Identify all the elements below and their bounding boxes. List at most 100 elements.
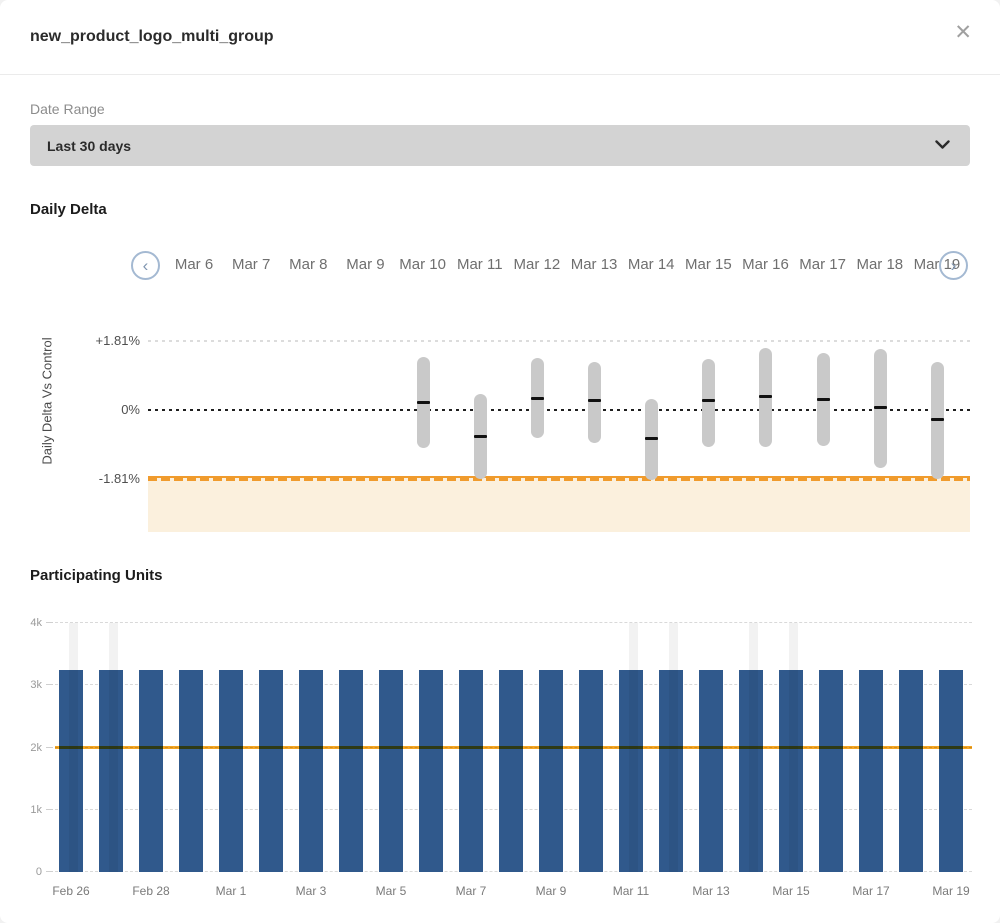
x-tick-label: Mar 1: [215, 884, 247, 898]
x-tick-label: Mar 13: [692, 884, 730, 898]
delta-mean-marker: [816, 397, 830, 401]
date-carousel: Mar 6 Mar 7 Mar 8 Mar 9 Mar 10 Mar 11 Mar 12 Ma…: [0, 249, 1000, 283]
delta-mean-marker: [702, 399, 716, 403]
nav-date[interactable]: Mar 13: [570, 256, 618, 273]
next-date-button[interactable]: ›: [939, 251, 968, 280]
x-tick-label: Feb 28: [132, 884, 170, 898]
daily-delta-title: Daily Delta: [30, 201, 107, 218]
units-bar[interactable]: [419, 669, 443, 872]
chevron-down-icon: [935, 137, 950, 155]
units-bar[interactable]: [259, 669, 283, 872]
units-bar[interactable]: [819, 669, 843, 872]
zero-gridline: [148, 409, 970, 411]
close-icon: ✕: [954, 21, 972, 44]
x-tick-label: Mar 7: [455, 884, 487, 898]
units-bar[interactable]: [899, 669, 923, 872]
delta-range-bar[interactable]: [702, 359, 716, 447]
gridline: [148, 340, 970, 342]
threshold-fill: [148, 480, 970, 532]
units-bar[interactable]: [379, 669, 403, 872]
x-tick-label: Mar 17: [852, 884, 890, 898]
units-bar[interactable]: [139, 669, 163, 872]
nav-date[interactable]: Mar 18: [856, 256, 904, 273]
participating-units-title: Participating Units: [30, 567, 163, 584]
delta-mean-marker: [645, 436, 659, 440]
units-bar[interactable]: [539, 669, 563, 872]
nav-date[interactable]: Mar 9: [346, 256, 385, 273]
units-bar[interactable]: [499, 669, 523, 872]
units-bar[interactable]: [939, 669, 963, 872]
x-tick-label: Mar 15: [772, 884, 810, 898]
x-tick-label: Mar 3: [295, 884, 327, 898]
threshold-line: [148, 475, 970, 481]
y-tick-mark: [46, 622, 53, 623]
units-bar[interactable]: [59, 669, 83, 872]
daily-delta-plot: [148, 325, 970, 532]
y-tick-mark: [46, 746, 53, 748]
nav-date[interactable]: Mar 8: [289, 256, 328, 273]
control-line: [55, 746, 972, 749]
delta-mean-marker: [416, 401, 430, 405]
x-tick-label: Feb 26: [52, 884, 90, 898]
delta-mean-marker: [759, 395, 773, 399]
chevron-right-icon: ›: [950, 255, 957, 275]
y-tick-mark: [46, 808, 53, 810]
nav-date[interactable]: Mar 16: [742, 256, 789, 273]
y-tick-label: 1k: [30, 803, 42, 816]
nav-date[interactable]: Mar 11: [456, 256, 503, 273]
units-bar[interactable]: [339, 669, 363, 872]
y-tick-label: 4k: [30, 617, 42, 629]
y-tick-label: 0%: [121, 402, 140, 417]
x-tick-label: Mar 5: [375, 884, 407, 898]
units-bar[interactable]: [219, 669, 243, 872]
x-tick-label: Mar 19: [932, 884, 970, 898]
daily-delta-chart: Daily Delta Vs Control +1.81% 0% -1.81%: [0, 325, 1000, 535]
delta-mean-marker: [530, 396, 544, 400]
nav-date[interactable]: Mar 6: [174, 256, 214, 273]
participating-units-chart: 0 1k 2k 3k 4k Feb 26 Feb 28 Mar 1 Mar 3 Mar 5 Mar…: [0, 617, 1000, 923]
y-tick-label: +1.81%: [95, 333, 140, 348]
units-bar[interactable]: [619, 669, 643, 872]
units-bar[interactable]: [459, 669, 483, 872]
chevron-left-icon: ‹: [142, 255, 149, 275]
units-bar[interactable]: [779, 669, 803, 872]
participating-units-plot: [55, 622, 972, 872]
x-tick-label: Mar 11: [612, 884, 650, 898]
units-bar[interactable]: [699, 669, 723, 872]
y-tick-label: 0: [35, 866, 42, 878]
nav-date[interactable]: Mar 10: [399, 256, 446, 273]
delta-range-bar[interactable]: [587, 361, 601, 444]
y-tick-label: -1.81%: [98, 470, 140, 486]
date-range-label: Date Range: [30, 101, 105, 117]
dialog-title: new_product_logo_multi_group: [30, 28, 274, 45]
close-button[interactable]: ✕: [954, 22, 972, 43]
x-tick-label: Mar 9: [535, 884, 567, 898]
date-range-select[interactable]: Last 30 days: [30, 125, 970, 166]
units-bar[interactable]: [299, 669, 323, 872]
units-bar[interactable]: [579, 669, 603, 872]
y-tick-mark: [46, 684, 53, 686]
nav-date[interactable]: Mar 7: [231, 256, 271, 273]
prev-date-button[interactable]: ‹: [131, 251, 160, 280]
gridline: [55, 622, 972, 623]
header-divider: [0, 74, 1000, 75]
delta-mean-marker: [473, 435, 487, 439]
y-axis-title: Daily Delta Vs Control: [39, 337, 55, 465]
y-tick-mark: [46, 871, 53, 872]
nav-date[interactable]: Mar 12: [513, 256, 561, 273]
y-tick-label: 3k: [30, 679, 42, 692]
units-bar[interactable]: [99, 669, 123, 872]
delta-mean-marker: [587, 399, 601, 403]
units-bar[interactable]: [739, 669, 763, 872]
date-range-value: Last 30 days: [47, 137, 132, 154]
nav-date[interactable]: Mar 15: [685, 256, 732, 273]
nav-date[interactable]: Mar 17: [799, 256, 846, 273]
nav-date[interactable]: Mar 14: [627, 256, 675, 273]
units-bar[interactable]: [179, 669, 203, 872]
units-bar[interactable]: [859, 669, 883, 872]
y-tick-label: 2k: [30, 741, 42, 754]
units-bar[interactable]: [659, 669, 683, 872]
delta-mean-marker: [930, 417, 944, 421]
delta-mean-marker: [873, 405, 887, 409]
